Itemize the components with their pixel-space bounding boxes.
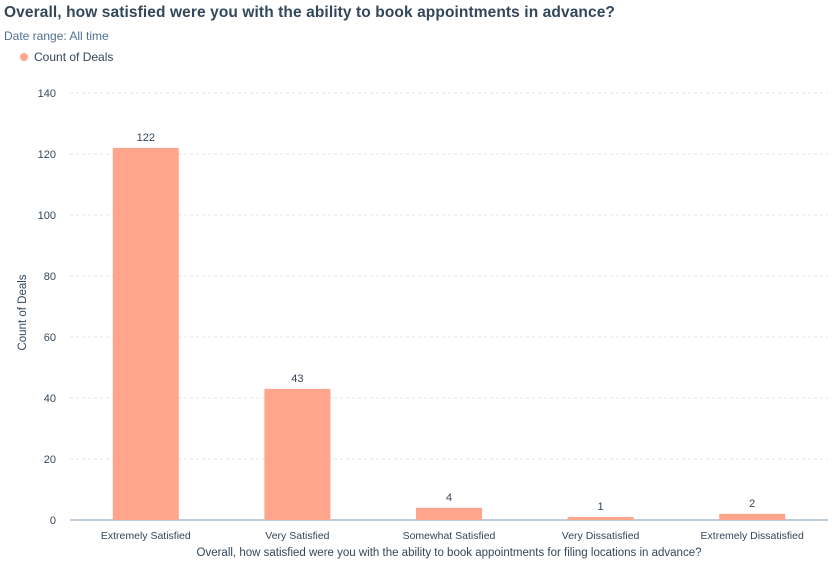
legend[interactable]: Count of Deals <box>20 50 113 64</box>
chart-title: Overall, how satisfied were you with the… <box>4 4 615 21</box>
y-tick-label-40: 40 <box>44 393 56 405</box>
bar-3 <box>567 516 634 520</box>
y-tick-label-60: 60 <box>44 332 56 344</box>
x-tick-label-2: Somewhat Satisfied <box>403 530 496 542</box>
y-tick-label-0: 0 <box>50 515 56 527</box>
bar-1 <box>264 388 331 520</box>
y-axis-title: Count of Deals <box>17 274 29 350</box>
bar-4 <box>719 513 786 520</box>
y-tick-label-120: 120 <box>38 149 56 161</box>
data-label-3: 1 <box>598 501 604 513</box>
data-label-0: 122 <box>137 132 155 144</box>
data-label-2: 4 <box>446 492 452 504</box>
date-range-label: Date range: All time <box>4 29 109 43</box>
y-tick-label-20: 20 <box>44 454 56 466</box>
bar-2 <box>416 507 482 520</box>
y-tick-label-80: 80 <box>44 271 56 283</box>
data-label-4: 2 <box>749 498 755 510</box>
bar-0 <box>112 147 179 520</box>
x-tick-label-4: Extremely Dissatisfied <box>701 530 804 542</box>
legend-swatch <box>20 53 28 61</box>
y-tick-label-140: 140 <box>38 88 56 100</box>
x-axis-title: Overall, how satisfied were you with the… <box>197 547 702 559</box>
y-tick-label-100: 100 <box>38 210 56 222</box>
x-tick-label-0: Extremely Satisfied <box>101 530 191 542</box>
data-label-1: 43 <box>291 373 303 385</box>
x-tick-label-1: Very Satisfied <box>265 530 329 542</box>
legend-label: Count of Deals <box>34 50 114 64</box>
x-tick-label-3: Very Dissatisfied <box>562 530 640 542</box>
